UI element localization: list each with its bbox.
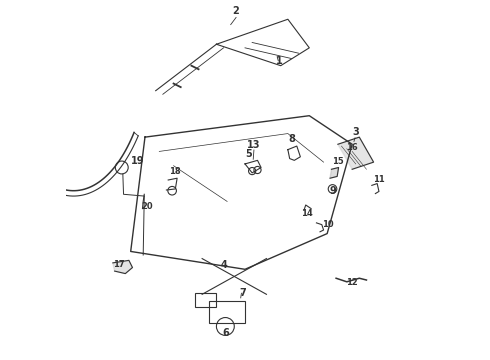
Text: 20: 20 xyxy=(141,202,152,211)
Text: 13: 13 xyxy=(247,140,261,150)
Text: 5: 5 xyxy=(245,149,252,159)
Text: 19: 19 xyxy=(131,156,145,166)
Text: 11: 11 xyxy=(373,175,385,184)
Text: 12: 12 xyxy=(346,278,358,287)
Text: 9: 9 xyxy=(329,185,336,195)
Text: 16: 16 xyxy=(346,143,358,152)
Text: 17: 17 xyxy=(114,260,125,269)
Text: 6: 6 xyxy=(222,328,229,338)
Text: 15: 15 xyxy=(332,157,344,166)
Text: 3: 3 xyxy=(352,127,359,138)
Text: 10: 10 xyxy=(322,220,333,229)
Text: 7: 7 xyxy=(240,288,246,298)
Text: 18: 18 xyxy=(170,167,181,176)
Text: 1: 1 xyxy=(275,56,282,66)
Bar xyxy=(195,293,217,307)
Polygon shape xyxy=(113,260,132,274)
Polygon shape xyxy=(330,167,339,178)
Polygon shape xyxy=(338,137,373,169)
Text: 4: 4 xyxy=(220,260,227,270)
Text: 8: 8 xyxy=(288,135,295,144)
Bar xyxy=(209,301,245,323)
Text: 2: 2 xyxy=(233,6,240,16)
Text: 14: 14 xyxy=(300,209,312,218)
